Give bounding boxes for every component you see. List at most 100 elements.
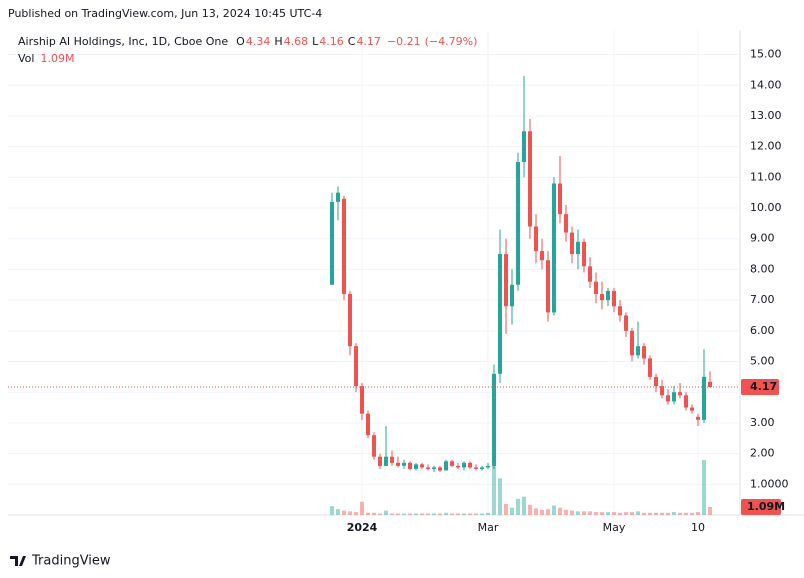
brand: TradingView [31, 554, 111, 569]
candle-body [486, 465, 490, 468]
candle-body [468, 462, 472, 468]
candle-body [360, 386, 364, 414]
legend-change: −0.21 [387, 35, 421, 48]
volume-bar [564, 509, 568, 515]
y-tick-label: 12.00 [750, 140, 782, 153]
candle-body [522, 131, 526, 162]
volume-bar [696, 512, 700, 515]
candle-body [696, 416, 700, 420]
candle-body [516, 161, 520, 285]
volume-bar [642, 512, 646, 515]
candle-body [588, 266, 592, 282]
candle-body [462, 462, 466, 468]
candle-body [678, 392, 682, 396]
volume-tag-label: 1.09M [747, 500, 785, 513]
volume-bar [522, 496, 526, 515]
volume-bar [456, 513, 460, 515]
candle-body [408, 462, 412, 469]
volume-bar [432, 513, 436, 515]
volume-bar [690, 512, 694, 515]
legend-value: 4.34 [246, 35, 271, 48]
x-tick-label: 2024 [347, 521, 378, 534]
candle-body [552, 183, 556, 313]
volume-bar [360, 501, 364, 515]
candle-body [582, 241, 586, 267]
candle-body [480, 467, 484, 469]
candle-body [414, 464, 418, 469]
volume-bar [534, 508, 538, 515]
volume-bar [336, 509, 340, 515]
volume-bar [600, 512, 604, 515]
candle-body [492, 373, 496, 466]
volume-bar [684, 512, 688, 515]
y-tick-label: 13.00 [750, 109, 782, 122]
volume-bar [378, 513, 382, 515]
volume-bar [414, 513, 418, 515]
candle-body [426, 467, 430, 469]
volume-bar [618, 512, 622, 515]
candle-body [558, 183, 562, 215]
volume-bar [528, 504, 532, 515]
candle-body [708, 381, 712, 387]
candle-body [510, 284, 514, 307]
candle-body [456, 465, 460, 468]
candle-body [630, 330, 634, 356]
y-tick-label: 7.00 [750, 293, 775, 306]
candle-body [438, 467, 442, 471]
candle-body [330, 201, 334, 285]
candle-body [534, 226, 538, 252]
legend-title: Airship AI Holdings, Inc, 1D, Cboe One [18, 35, 228, 48]
volume-bar [348, 511, 352, 515]
volume-bar [546, 509, 550, 515]
y-tick-label: 3.00 [750, 416, 775, 429]
volume-bar [582, 511, 586, 515]
volume-bar [498, 478, 502, 515]
candle-body [690, 407, 694, 411]
volume-bar [480, 513, 484, 515]
volume-bar [606, 512, 610, 515]
candle-body [528, 131, 532, 227]
volume-bar [612, 512, 616, 515]
logo: TradingView [10, 554, 111, 569]
y-tick-label: 15.00 [750, 48, 782, 61]
volume-bar [402, 513, 406, 515]
candle-body [390, 456, 394, 463]
candle-body [372, 435, 376, 457]
volume-tag [741, 499, 781, 516]
candle-body [612, 290, 616, 307]
volume-bar [588, 511, 592, 515]
volume-bar [660, 512, 664, 515]
volume-bar [372, 512, 376, 515]
candle-body [354, 346, 358, 387]
candle-body [420, 464, 424, 468]
legend-key: O [236, 35, 245, 48]
candle-body [444, 461, 448, 471]
volume-bar [396, 513, 400, 515]
candle-body [702, 376, 706, 420]
candle-body [540, 251, 544, 261]
volume-bar [342, 510, 346, 515]
y-tick-label: 2.00 [750, 447, 775, 460]
candle-body [606, 290, 610, 301]
volume-bar [558, 507, 562, 515]
volume-bar [648, 512, 652, 515]
candle-body [600, 293, 604, 301]
volume-bar [450, 513, 454, 515]
candle-body [504, 254, 508, 307]
x-tick-label: 10 [691, 521, 705, 534]
volume-bar [504, 504, 508, 515]
volume-bar [426, 513, 430, 515]
volume-bar [420, 513, 424, 515]
candle-body [564, 214, 568, 233]
y-tick-label: 14.00 [750, 78, 782, 91]
candle-body [684, 395, 688, 408]
volume-bar [630, 512, 634, 515]
y-tick-label: 1.0000 [750, 477, 789, 490]
candle-body [450, 461, 454, 466]
candle-body [576, 241, 580, 255]
legend-key: L [312, 35, 319, 48]
volume-bar [570, 510, 574, 515]
candle-body [642, 346, 646, 359]
y-tick-label: 11.00 [750, 170, 782, 183]
volume-bar [552, 505, 556, 515]
